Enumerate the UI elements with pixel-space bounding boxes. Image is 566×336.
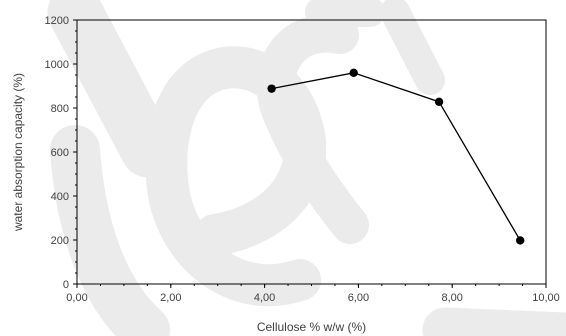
- y-tick-label: 600: [51, 147, 69, 159]
- y-tick-label: 1000: [45, 59, 69, 71]
- x-tick-label: 2,00: [160, 292, 181, 304]
- y-tick-label: 0: [63, 279, 69, 291]
- data-point: [350, 69, 358, 77]
- watermark-stroke-7: [445, 330, 566, 335]
- y-axis-title: water absorption capacity (%): [11, 73, 25, 232]
- x-axis-title: Cellulose % w/w (%): [257, 320, 366, 334]
- x-tick-label: 8,00: [441, 292, 462, 304]
- watermark-stroke-6: [395, 12, 430, 80]
- y-tick-label: 200: [51, 235, 69, 247]
- watermark: [75, 12, 566, 335]
- data-point: [435, 98, 443, 106]
- y-tick-label: 800: [51, 103, 69, 115]
- data-point: [267, 84, 275, 92]
- y-tick-label: 400: [51, 191, 69, 203]
- x-tick-label: 4,00: [254, 292, 275, 304]
- data-point: [516, 236, 524, 244]
- x-tick-label: 0,00: [66, 292, 87, 304]
- x-tick-label: 6,00: [348, 292, 369, 304]
- x-tick-label: 10,00: [532, 292, 560, 304]
- y-tick-label: 1200: [45, 15, 69, 27]
